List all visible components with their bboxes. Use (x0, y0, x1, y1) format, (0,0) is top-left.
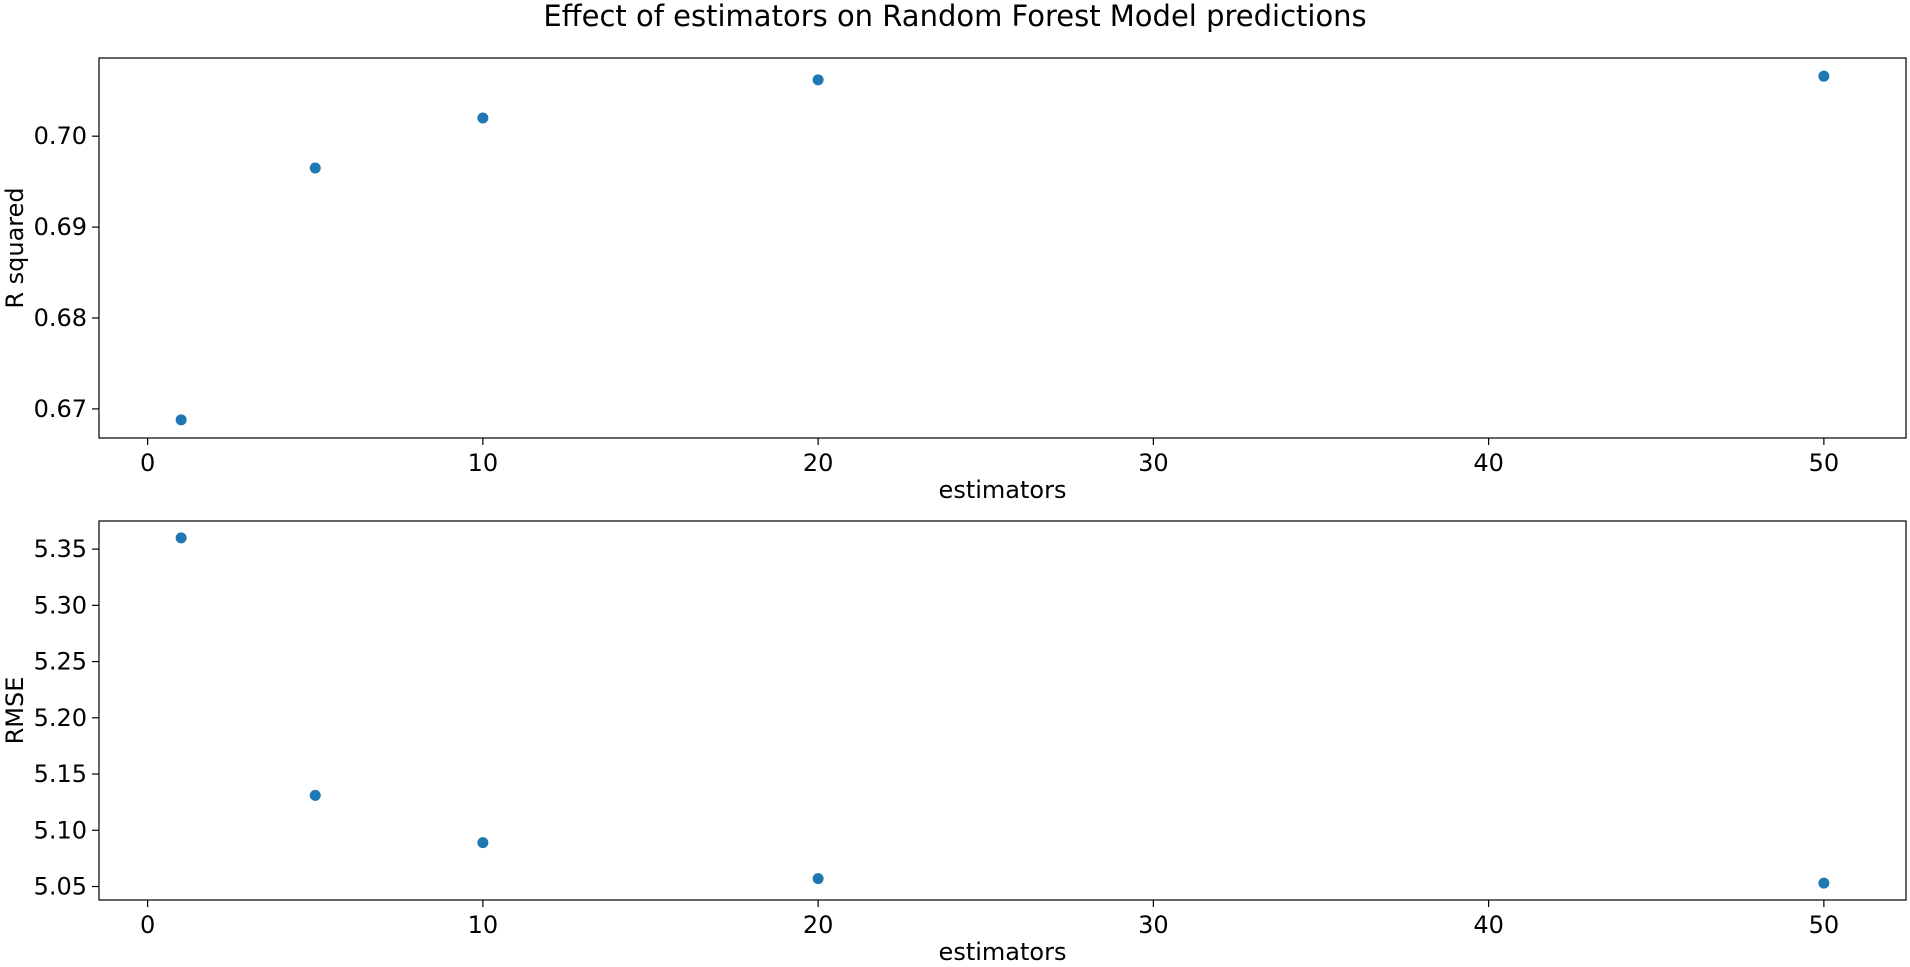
axes-frame (98, 520, 1907, 901)
x-tick-label: 0 (140, 449, 155, 477)
y-tick-label: 0.67 (34, 395, 87, 423)
data-point (175, 532, 187, 544)
y-tick-label: 5.15 (34, 760, 87, 788)
y-tick-label: 0.69 (34, 213, 87, 241)
data-point (477, 837, 489, 849)
y-tick-label: 5.10 (34, 816, 87, 844)
data-point (309, 162, 321, 174)
y-axis-label: RMSE (1, 677, 29, 745)
y-tick-label: 0.68 (34, 304, 87, 332)
subplot-2: 0 10 20 30 40 50 5.05 5.10 5.15 5.20 5.25 5.30 5.35 e… (1, 520, 1907, 966)
x-tick-label: 10 (468, 911, 499, 939)
x-tick-label: 40 (1473, 449, 1504, 477)
data-point (477, 112, 489, 124)
data-point (309, 789, 321, 801)
y-tick-label: 5.25 (34, 648, 87, 676)
x-tick-label: 20 (803, 449, 834, 477)
x-tick-label: 50 (1809, 911, 1840, 939)
x-tick-label: 30 (1138, 911, 1169, 939)
y-tick-label: 5.20 (34, 704, 87, 732)
x-tick-label: 0 (140, 911, 155, 939)
y-tick-label: 0.70 (34, 122, 87, 150)
subplots: 0 10 20 30 40 50 0.67 0.68 0.69 0.70 estimators R s… (1, 57, 1907, 966)
x-tick-label: 40 (1473, 911, 1504, 939)
data-point (812, 74, 824, 86)
y-tick-label: 5.30 (34, 591, 87, 619)
axes-frame (98, 57, 1907, 439)
data-point (812, 873, 824, 885)
x-tick-label: 30 (1138, 449, 1169, 477)
subplot-1: 0 10 20 30 40 50 0.67 0.68 0.69 0.70 estimators R s… (1, 57, 1907, 504)
data-point (1818, 70, 1830, 82)
y-tick-label: 5.05 (34, 873, 87, 901)
x-tick-label: 50 (1809, 449, 1840, 477)
y-tick-label: 5.35 (34, 535, 87, 563)
x-tick-label: 10 (468, 449, 499, 477)
x-tick-label: 20 (803, 911, 834, 939)
x-axis-label: estimators (939, 476, 1067, 504)
data-point (175, 414, 187, 426)
x-axis-label: estimators (939, 938, 1067, 966)
figure-title: Effect of estimators on Random Forest Mo… (543, 0, 1366, 33)
y-axis-label: R squared (1, 187, 29, 308)
data-point (1818, 877, 1830, 889)
